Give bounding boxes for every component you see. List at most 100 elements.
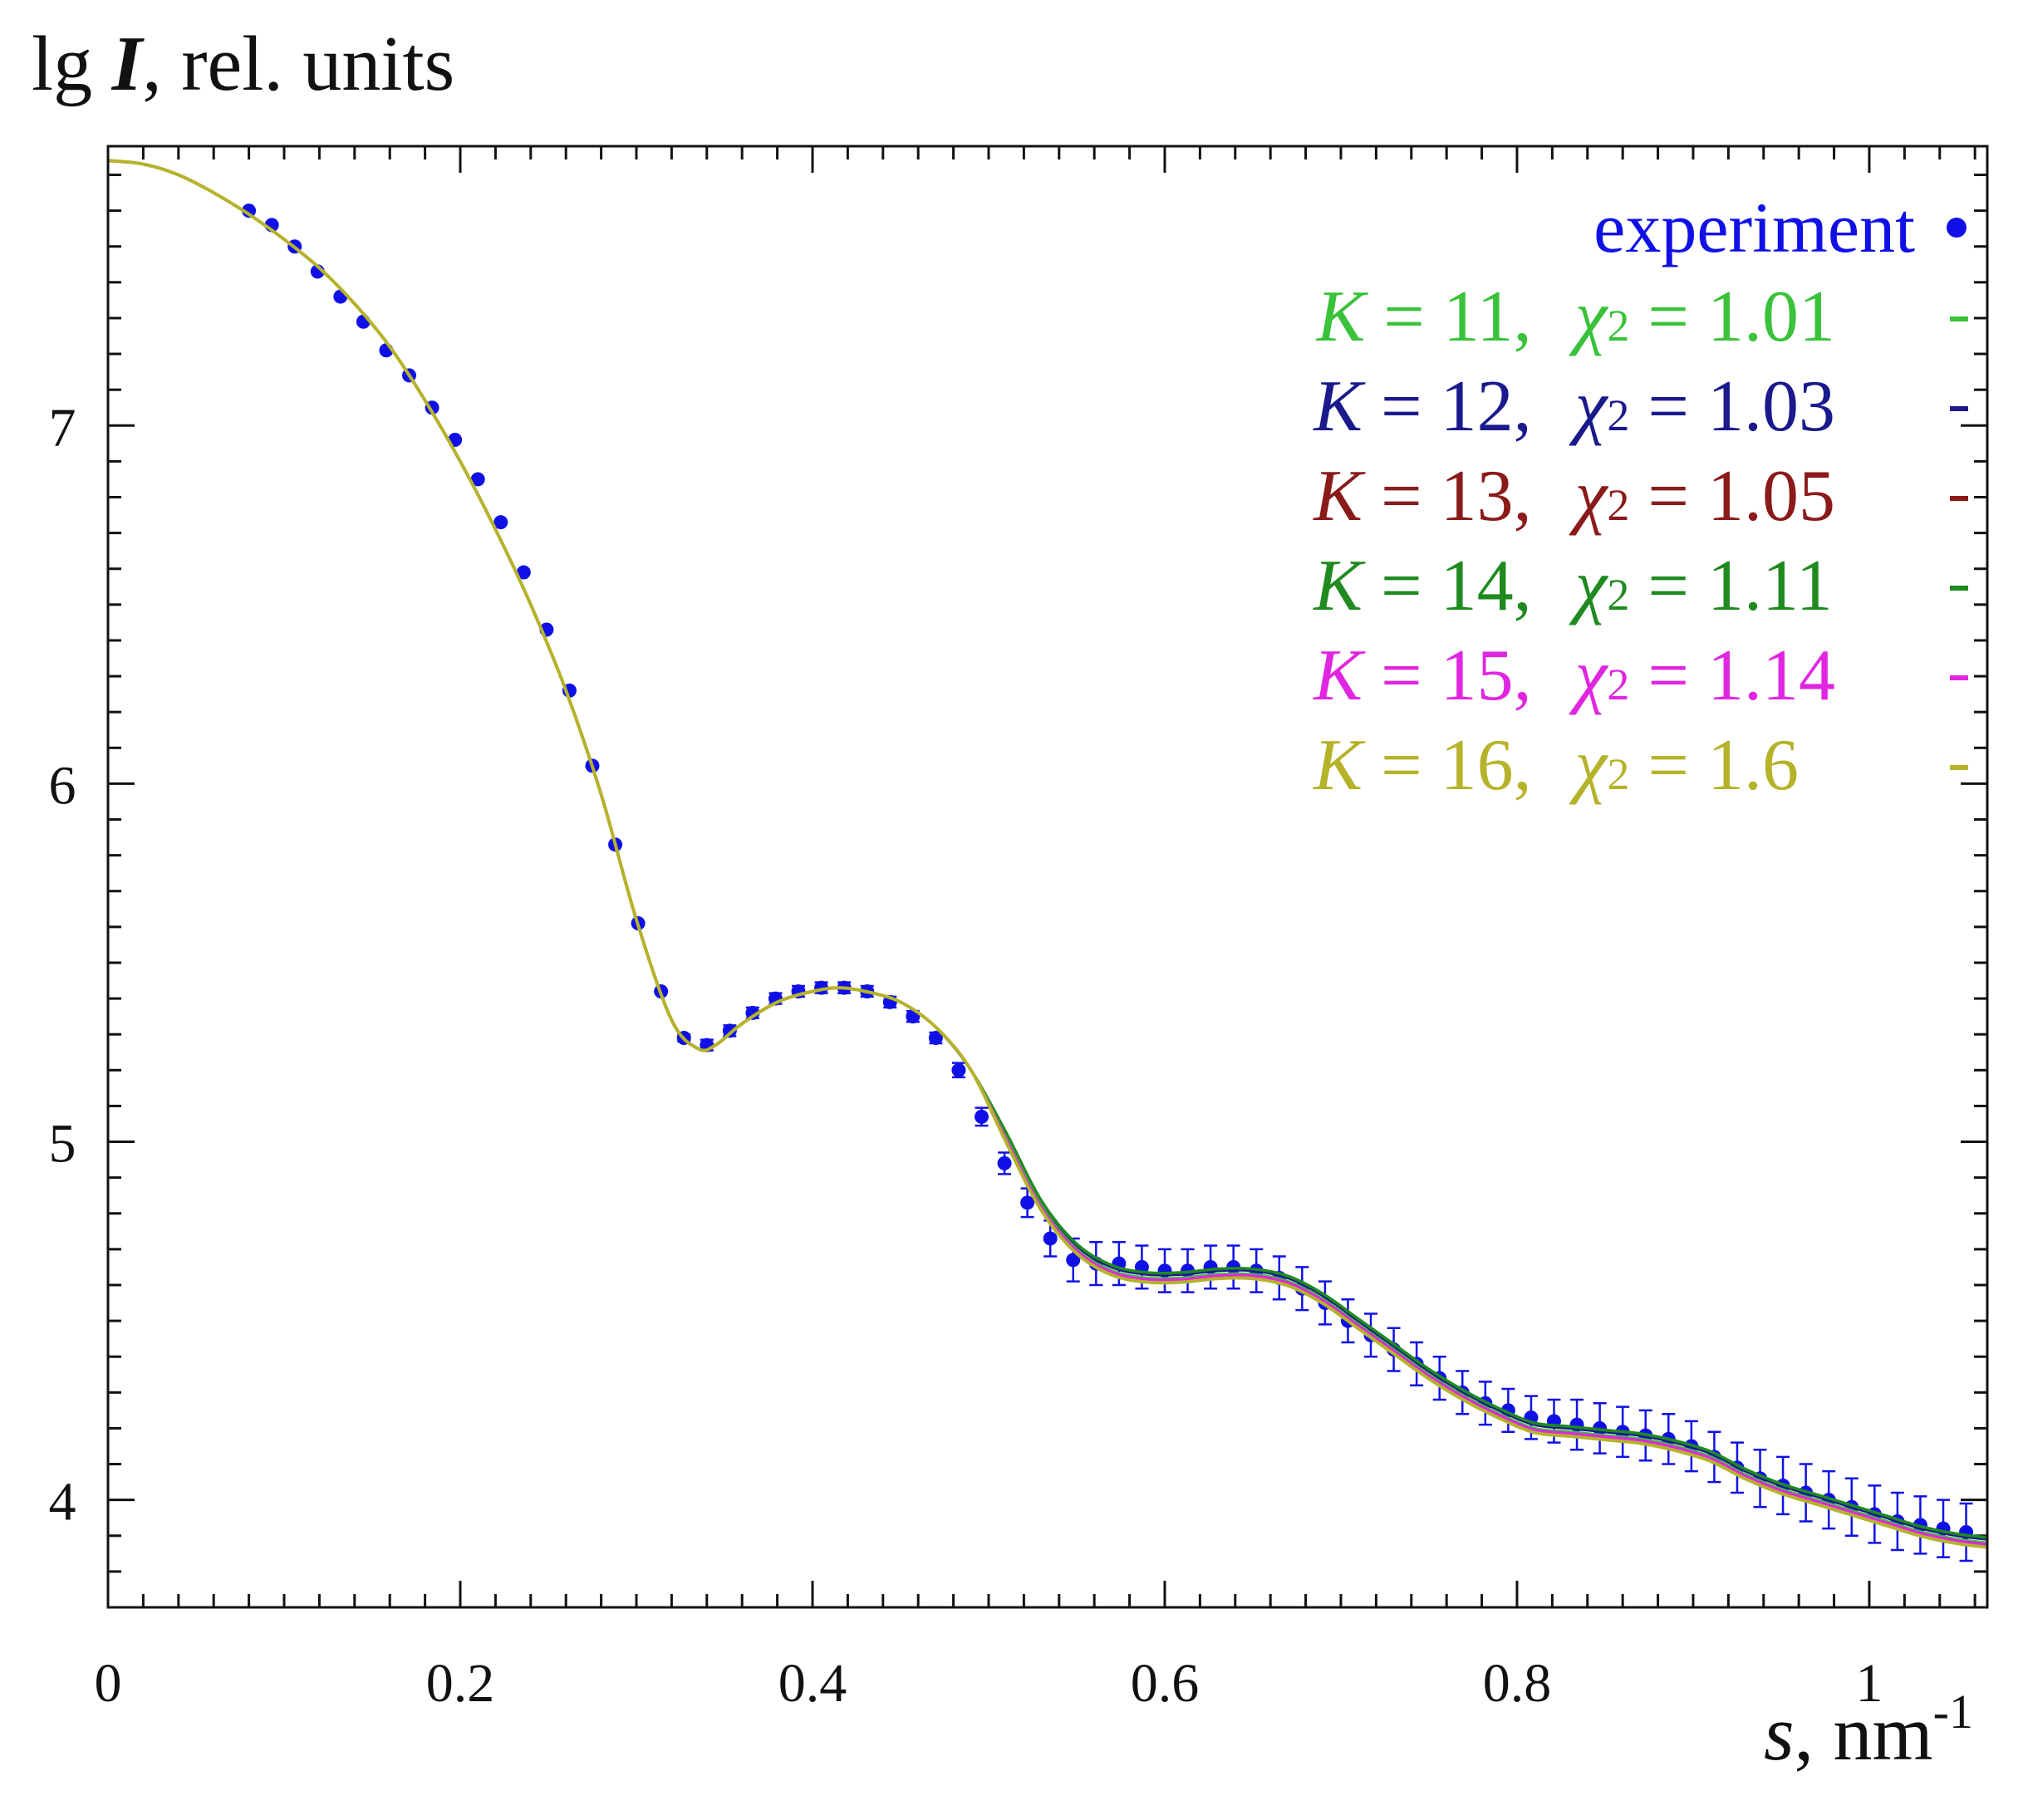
- y-tick-label: 7: [49, 397, 76, 458]
- legend-equals: =: [1363, 725, 1441, 806]
- experiment-point: [242, 204, 257, 218]
- experiment-point: [1020, 1195, 1035, 1210]
- x-tick-label: 0.8: [1483, 1653, 1552, 1714]
- legend-k-symbol: K: [1313, 456, 1363, 537]
- legend-chi-value: 1.01: [1707, 277, 1835, 357]
- legend-k-symbol: K: [1313, 366, 1363, 447]
- fit-line-k16: [107, 159, 1988, 1549]
- legend-comma: ,: [1513, 546, 1532, 626]
- y-axis-label-suffix: , rel. units: [142, 21, 455, 107]
- legend-comma: ,: [1513, 456, 1532, 537]
- legend-experiment-label: experiment: [1593, 188, 1915, 267]
- legend-comma: ,: [1513, 635, 1532, 716]
- legend-marker: [1920, 480, 1978, 513]
- legend-chi-symbol: χ: [1574, 366, 1608, 447]
- legend-marker: [1920, 660, 1978, 693]
- axis-ticks: [106, 146, 1987, 1609]
- legend-entry-k14: K = 14, χ 2 = 1.11: [1230, 542, 1978, 631]
- legend-marker: [1920, 749, 1978, 782]
- legend-equals: =: [1629, 725, 1707, 806]
- legend-marker: [1920, 301, 1978, 334]
- legend-dash-icon: [1950, 496, 1968, 501]
- legend-equals: =: [1629, 635, 1707, 716]
- legend-k-symbol: K: [1313, 546, 1363, 626]
- y-axis-label-prefix: lg: [32, 21, 112, 107]
- legend-dash-icon: [1950, 406, 1968, 411]
- legend-entry-experiment: experiment: [1230, 183, 1978, 272]
- legend-equals: =: [1629, 277, 1707, 357]
- legend-entry-k16: K = 16, χ 2 = 1.6: [1230, 721, 1978, 811]
- plot-frame: [106, 145, 1989, 1609]
- legend-marker: [1920, 390, 1978, 424]
- x-tick-label: 0.6: [1131, 1653, 1200, 1714]
- legend-k-value: 13: [1440, 456, 1514, 537]
- legend-k-value: 16: [1440, 725, 1514, 806]
- legend: experiment K = 11, χ 2 = 1.01 K = 12, χ 2 = 1…: [1230, 183, 1978, 811]
- x-axis-label-suffix: , nm: [1794, 1690, 1933, 1777]
- legend-k-symbol: K: [1313, 725, 1363, 806]
- legend-equals: =: [1363, 456, 1441, 537]
- legend-equals: =: [1363, 546, 1441, 626]
- legend-k-value: 11: [1442, 277, 1514, 357]
- error-bars: [677, 981, 1973, 1562]
- legend-label: K = 12, χ 2 = 1.03: [1313, 370, 1915, 444]
- experiment-point: [470, 472, 485, 487]
- legend-chi-value: 1.14: [1707, 635, 1835, 716]
- legend-equals: =: [1365, 277, 1443, 357]
- x-tick-label: 0.2: [426, 1653, 495, 1714]
- experiment-point: [975, 1109, 989, 1124]
- legend-equals: =: [1629, 546, 1707, 626]
- experiment-point: [928, 1031, 943, 1046]
- legend-equals: =: [1363, 366, 1441, 447]
- legend-equals: =: [1629, 456, 1707, 537]
- x-tick-label: 1: [1855, 1653, 1883, 1714]
- x-axis-label-exponent: -1: [1932, 1685, 1973, 1739]
- legend-comma: ,: [1513, 277, 1532, 357]
- legend-chi-symbol: χ: [1574, 725, 1608, 806]
- legend-k-value: 14: [1440, 546, 1514, 626]
- legend-comma: ,: [1513, 725, 1532, 806]
- y-tick-label: 4: [49, 1472, 76, 1533]
- legend-label: K = 15, χ 2 = 1.14: [1313, 640, 1915, 713]
- legend-chi-symbol: χ: [1574, 635, 1608, 716]
- experiment-point: [745, 1005, 760, 1020]
- x-axis-label: s, nm-1: [1764, 1688, 1973, 1773]
- legend-entry-k12: K = 12, χ 2 = 1.03: [1230, 362, 1978, 452]
- legend-chi-value: 1.6: [1707, 725, 1799, 806]
- legend-marker: [1920, 570, 1978, 603]
- legend-k-value: 12: [1440, 366, 1514, 447]
- legend-chi-value: 1.05: [1707, 456, 1835, 537]
- legend-dash-icon: [1950, 586, 1968, 591]
- legend-dash-icon: [1950, 316, 1968, 321]
- legend-chi-symbol: χ: [1574, 546, 1608, 626]
- legend-entry-k13: K = 13, χ 2 = 1.05: [1230, 452, 1978, 542]
- x-tick-label: 0.4: [778, 1653, 847, 1714]
- legend-chi-value: 1.03: [1707, 366, 1835, 447]
- y-tick-label: 5: [49, 1114, 76, 1175]
- legend-equals: =: [1629, 366, 1707, 447]
- x-axis-label-symbol: s: [1763, 1690, 1795, 1777]
- legend-equals: =: [1363, 635, 1441, 716]
- x-tick-label: 0: [95, 1653, 122, 1714]
- legend-chi-value: 1.11: [1707, 546, 1833, 626]
- legend-label: K = 16, χ 2 = 1.6: [1313, 729, 1915, 802]
- legend-k-symbol: K: [1316, 277, 1366, 357]
- experiment-point: [951, 1062, 966, 1077]
- y-axis-label-symbol: I: [111, 21, 143, 107]
- y-axis-label: lg I, rel. units: [32, 25, 454, 103]
- legend-entry-k15: K = 15, χ 2 = 1.14: [1230, 631, 1978, 721]
- legend-label: K = 14, χ 2 = 1.11: [1313, 550, 1915, 623]
- y-tick-label: 6: [49, 755, 76, 816]
- experiment-point: [1043, 1231, 1058, 1246]
- legend-k-symbol: K: [1313, 635, 1363, 716]
- experiment-point: [997, 1155, 1012, 1170]
- legend-dot-icon: [1947, 218, 1967, 238]
- experiment-point: [722, 1023, 737, 1038]
- legend-label: K = 11, χ 2 = 1.01: [1317, 281, 1915, 354]
- legend-chi-symbol: χ: [1574, 456, 1608, 537]
- legend-experiment-marker: [1920, 211, 1978, 244]
- legend-chi-symbol: χ: [1574, 277, 1608, 357]
- experiment-point: [493, 515, 508, 530]
